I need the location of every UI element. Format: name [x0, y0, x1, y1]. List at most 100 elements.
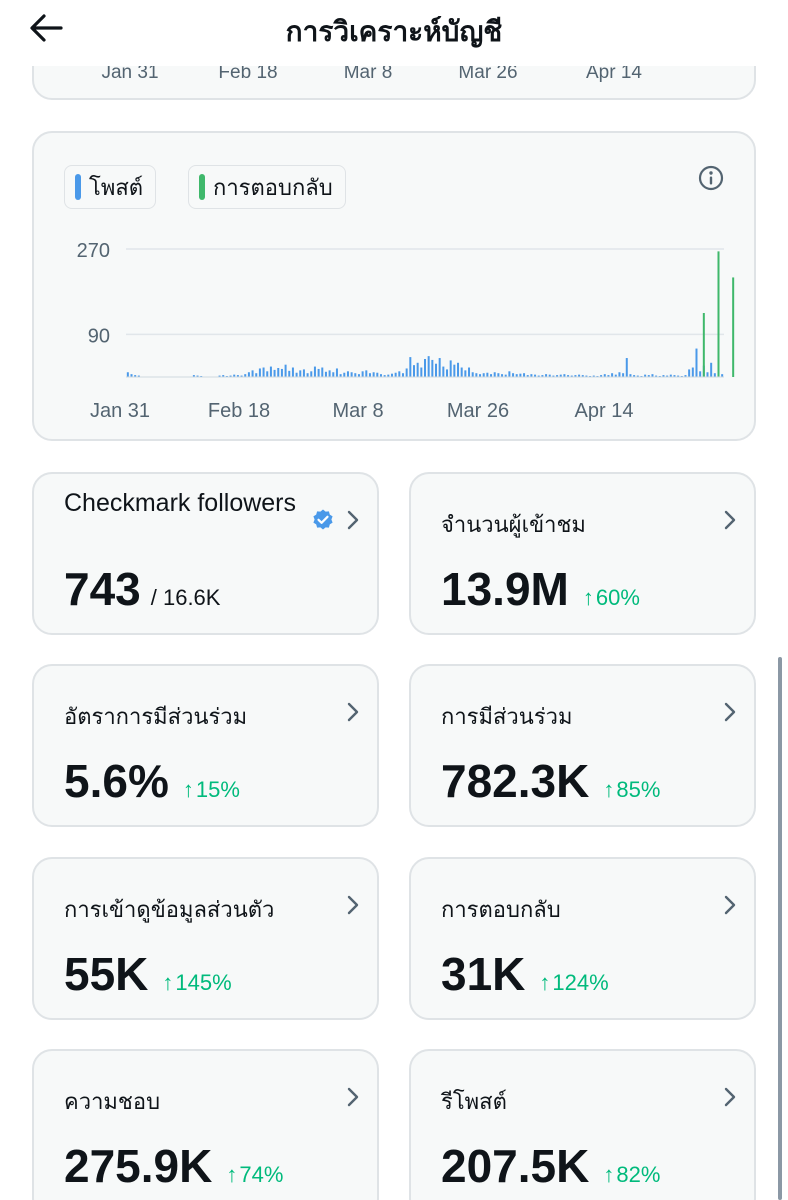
- chart-bar: [699, 371, 702, 377]
- chart-bar: [269, 366, 272, 377]
- arrow-up-icon: ↑: [539, 970, 551, 995]
- chevron-right-icon: [347, 1087, 359, 1107]
- chart-bar: [350, 372, 353, 377]
- chart-bar: [684, 375, 687, 377]
- info-icon[interactable]: [696, 163, 726, 193]
- chevron-right-icon: [724, 510, 736, 530]
- chart-bar: [365, 370, 368, 377]
- stat-change-value: 74%: [239, 1162, 284, 1187]
- chart-bar: [556, 375, 559, 377]
- chart-bar: [574, 375, 577, 377]
- chart-bar: [567, 375, 570, 377]
- chart-bar: [412, 365, 415, 377]
- chart-bar: [273, 369, 276, 377]
- chart-bar: [343, 372, 346, 377]
- chart-bar: [578, 374, 581, 377]
- chart-bar: [130, 374, 133, 377]
- stat-value-row: 5.6% ↑15%: [64, 754, 240, 808]
- chart-bar: [666, 375, 669, 377]
- arrow-up-icon: ↑: [603, 1162, 615, 1187]
- chart-bar: [446, 369, 449, 377]
- chart-bar: [581, 375, 584, 377]
- stat-value-row: 55K ↑145%: [64, 947, 232, 1001]
- chart-bar: [416, 362, 419, 377]
- stat-value-row: 743 / 16.6K: [64, 562, 220, 616]
- stat-change: ↑124%: [539, 970, 608, 995]
- chart-bar: [368, 373, 371, 377]
- chart-bar: [721, 374, 724, 377]
- legend-label: การตอบกลับ: [213, 174, 333, 200]
- chart-bar: [633, 375, 636, 377]
- legend-label: โพสต์: [89, 174, 144, 200]
- chart-bar: [618, 372, 621, 377]
- chart-bar: [713, 373, 716, 377]
- chart-bar: [310, 371, 313, 377]
- stat-total: / 16.6K: [150, 585, 221, 610]
- back-button[interactable]: [24, 8, 68, 48]
- chart-bar: [530, 374, 533, 377]
- stat-change: ↑85%: [603, 777, 660, 802]
- chart-bar: [508, 371, 511, 377]
- chart-bar: [515, 374, 518, 377]
- chart-bar: [688, 369, 691, 377]
- chart-bar: [222, 375, 225, 377]
- chevron-right-icon: [724, 1087, 736, 1107]
- stat-change-value: 124%: [552, 970, 609, 995]
- chart-bar: [284, 364, 287, 377]
- stat-change: ↑74%: [226, 1162, 283, 1187]
- chart-bar: [346, 371, 349, 377]
- chart-bar: [247, 372, 250, 377]
- chart-bar: [592, 375, 595, 377]
- chart-bar: [328, 370, 331, 377]
- chart-bar: [317, 368, 320, 377]
- likes-card[interactable]: ความชอบ 275.9K ↑74%: [32, 1049, 379, 1200]
- chart-bar: [354, 373, 357, 377]
- chart-bar: [559, 374, 562, 377]
- chart-bar: [453, 364, 456, 377]
- chart-bar: [662, 375, 665, 377]
- legend-posts[interactable]: โพสต์: [64, 165, 157, 209]
- chart-bar: [611, 373, 614, 377]
- stat-value-row: 13.9M ↑60%: [441, 562, 640, 616]
- arrow-up-icon: ↑: [182, 777, 194, 802]
- chart-bar: [607, 375, 610, 377]
- checkmark-followers-card[interactable]: Checkmark followers 743 / 16.6K: [32, 472, 379, 635]
- chart-bar: [288, 370, 291, 377]
- top-bar: การวิเคราะห์บัญชี: [0, 0, 788, 66]
- chart-bar: [244, 374, 247, 377]
- chart-bar: [501, 374, 504, 377]
- chart-bar: [229, 375, 232, 377]
- arrow-up-icon: ↑: [226, 1162, 238, 1187]
- chart-bar: [691, 367, 694, 377]
- chart-bar: [137, 375, 140, 377]
- chart-bar: [482, 373, 485, 377]
- stat-value: 13.9M: [441, 563, 569, 615]
- stat-change: ↑82%: [603, 1162, 660, 1187]
- profile-visits-card[interactable]: การเข้าดูข้อมูลส่วนตัว 55K ↑145%: [32, 857, 379, 1020]
- chart-bar: [196, 375, 199, 377]
- stat-value-row: 275.9K ↑74%: [64, 1139, 283, 1193]
- chart-bar: [420, 367, 423, 377]
- chart-bar: [526, 375, 529, 377]
- chart-bar: [493, 372, 496, 377]
- chart-bar: [302, 369, 305, 377]
- chart-bar: [233, 374, 236, 377]
- legend-replies[interactable]: การตอบกลับ: [188, 165, 346, 209]
- chart-bar: [475, 373, 478, 377]
- chart-bar: [240, 375, 243, 377]
- stat-change-value: 15%: [195, 777, 240, 802]
- replies-card[interactable]: การตอบกลับ 31K ↑124%: [409, 857, 756, 1020]
- engagements-card[interactable]: การมีส่วนร่วม 782.3K ↑85%: [409, 664, 756, 827]
- chart-bar: [295, 372, 298, 377]
- reposts-card[interactable]: รีโพสต์ 207.5K ↑82%: [409, 1049, 756, 1200]
- engagement-rate-card[interactable]: อัตราการมีส่วนร่วม 5.6% ↑15%: [32, 664, 379, 827]
- chart-bar: [625, 358, 628, 377]
- x-tick-label: Mar 26: [447, 400, 509, 422]
- chart-bar: [563, 374, 566, 377]
- chart-bar: [332, 372, 335, 377]
- impressions-card[interactable]: จำนวนผู้เข้าชม 13.9M ↑60%: [409, 472, 756, 635]
- chart-bar: [372, 372, 375, 377]
- stat-label: จำนวนผู้เข้าชม: [441, 512, 586, 537]
- scrollbar[interactable]: [778, 657, 782, 1200]
- chart-bar: [710, 362, 713, 377]
